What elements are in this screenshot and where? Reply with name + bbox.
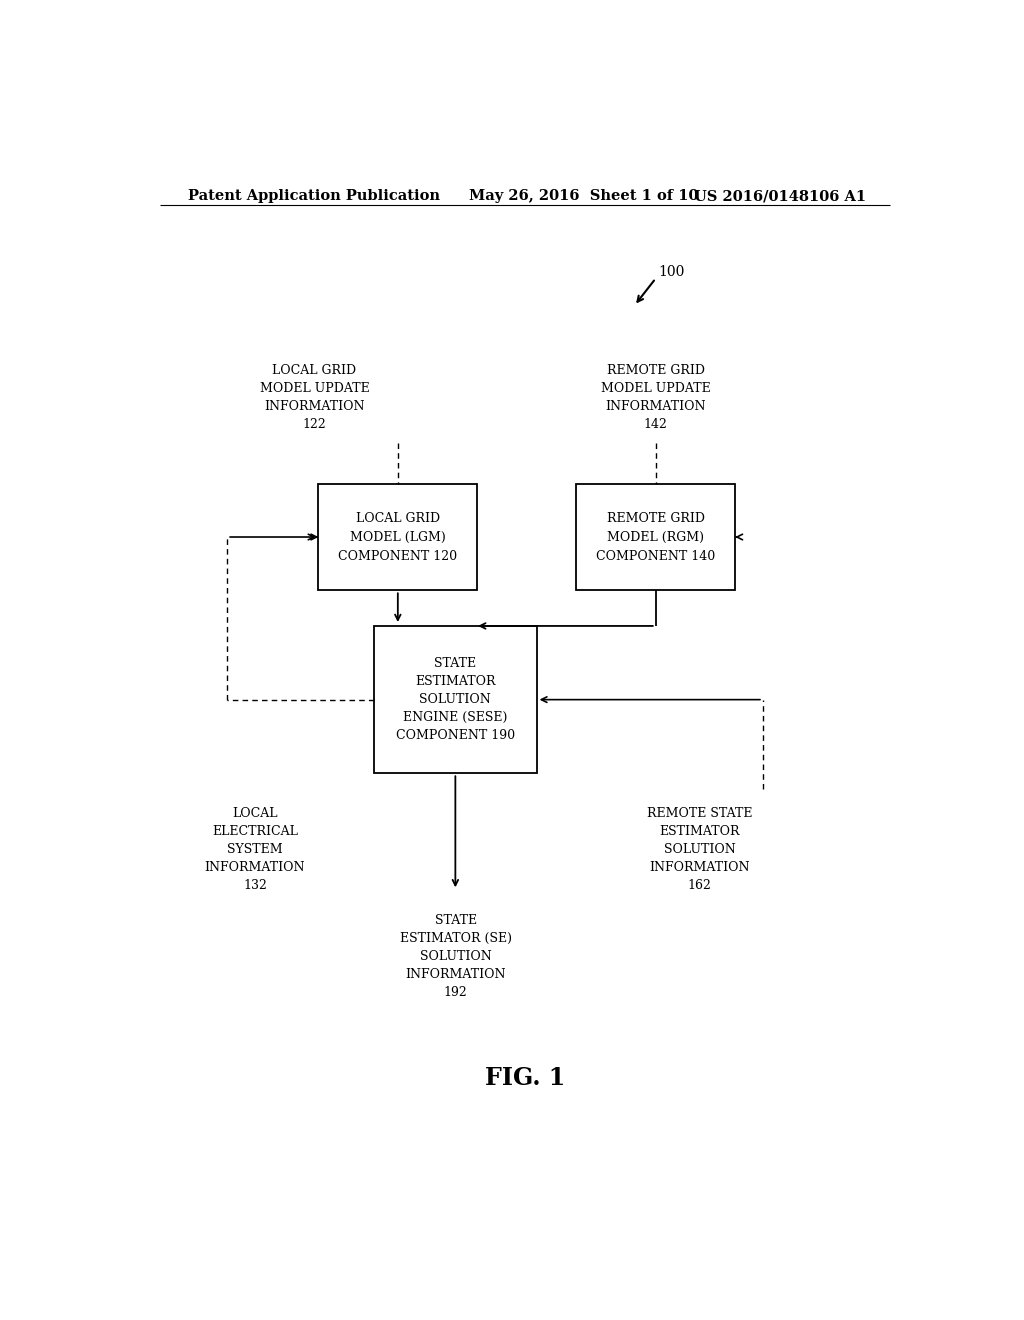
Text: LOCAL GRID
MODEL (LGM)
COMPONENT 120: LOCAL GRID MODEL (LGM) COMPONENT 120 [338, 512, 458, 562]
Text: REMOTE GRID
MODEL UPDATE
INFORMATION
142: REMOTE GRID MODEL UPDATE INFORMATION 142 [601, 364, 711, 430]
Text: FIG. 1: FIG. 1 [484, 1067, 565, 1090]
Bar [374, 626, 537, 774]
Text: Patent Application Publication: Patent Application Publication [187, 189, 439, 203]
Text: 100: 100 [658, 265, 684, 280]
Text: STATE
ESTIMATOR
SOLUTION
ENGINE (SESE)
COMPONENT 190: STATE ESTIMATOR SOLUTION ENGINE (SESE) C… [396, 657, 515, 742]
Text: REMOTE GRID
MODEL (RGM)
COMPONENT 140: REMOTE GRID MODEL (RGM) COMPONENT 140 [596, 512, 716, 562]
Text: May 26, 2016  Sheet 1 of 10: May 26, 2016 Sheet 1 of 10 [469, 189, 698, 203]
Bar [577, 483, 735, 590]
Text: US 2016/0148106 A1: US 2016/0148106 A1 [694, 189, 866, 203]
Text: STATE
ESTIMATOR (SE)
SOLUTION
INFORMATION
192: STATE ESTIMATOR (SE) SOLUTION INFORMATIO… [399, 913, 512, 999]
Bar [318, 483, 477, 590]
Text: REMOTE STATE
ESTIMATOR
SOLUTION
INFORMATION
162: REMOTE STATE ESTIMATOR SOLUTION INFORMAT… [646, 807, 753, 892]
Text: LOCAL
ELECTRICAL
SYSTEM
INFORMATION
132: LOCAL ELECTRICAL SYSTEM INFORMATION 132 [205, 807, 305, 892]
Text: LOCAL GRID
MODEL UPDATE
INFORMATION
122: LOCAL GRID MODEL UPDATE INFORMATION 122 [260, 364, 370, 430]
